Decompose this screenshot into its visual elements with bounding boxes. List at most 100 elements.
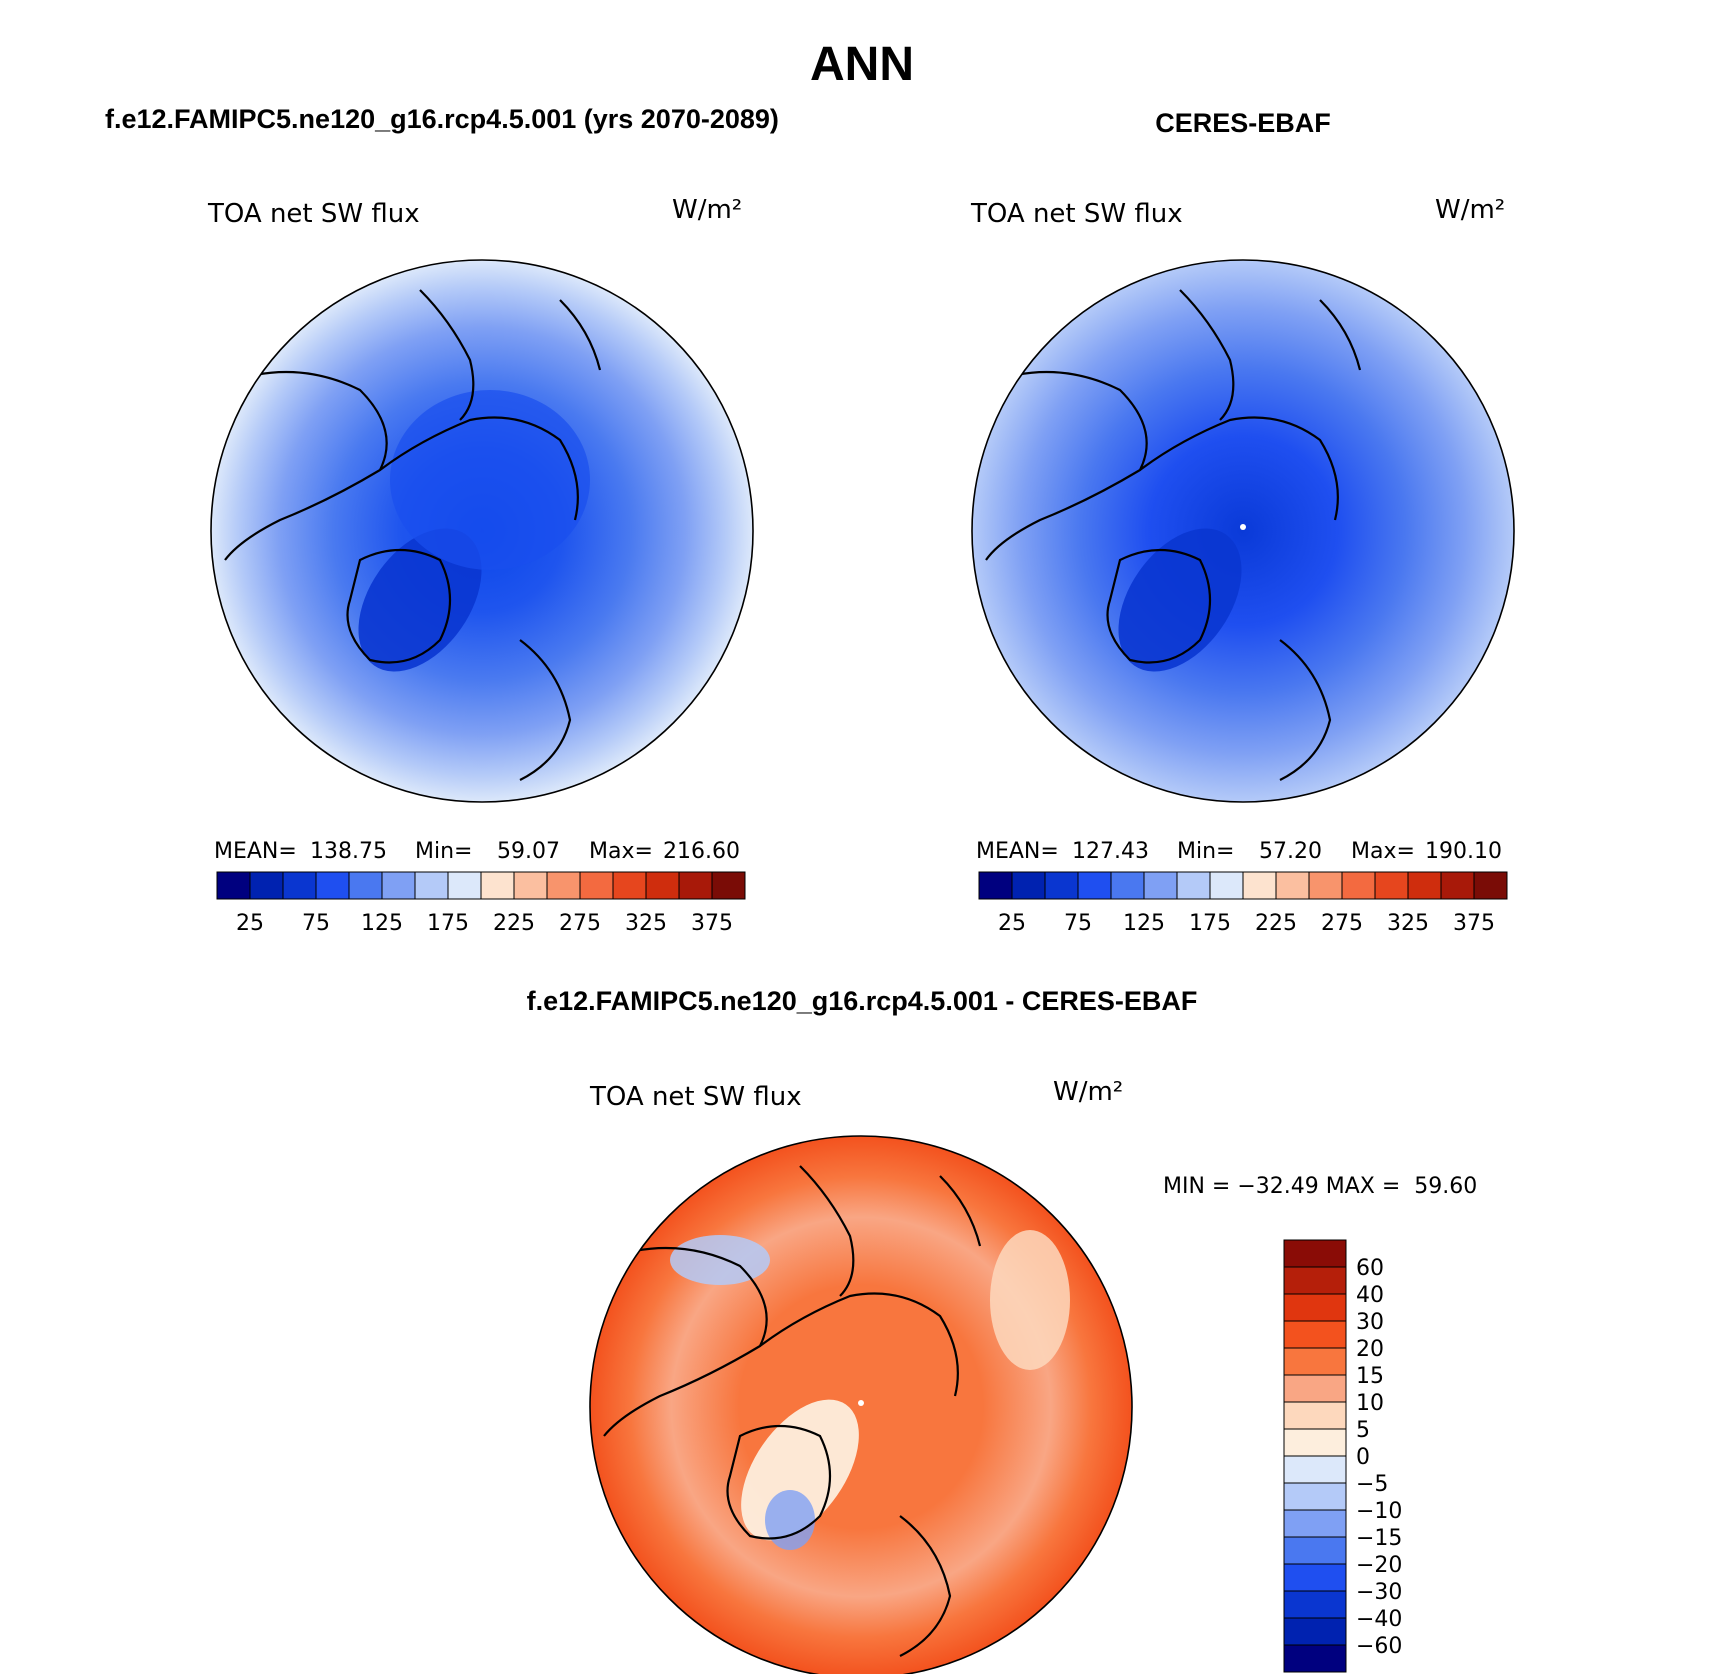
colorbar-swatch (1283, 1509, 1347, 1538)
colorbar-swatch (579, 871, 614, 900)
colorbar-swatch (1283, 1320, 1347, 1349)
panel-diff-title: f.e12.FAMIPC5.ne120_g16.rcp4.5.001 - CER… (527, 986, 1198, 1016)
colorbar-swatch (678, 871, 713, 900)
panel-obs-map-boundary (971, 259, 1515, 803)
colorbar-swatch (711, 871, 746, 900)
figure-title: ANN (810, 38, 914, 91)
colorbar-swatch (1077, 871, 1112, 900)
panel-diff: f.e12.FAMIPC5.ne120_g16.rcp4.5.001 - CER… (527, 986, 1477, 1674)
colorbar-tick-label: 275 (559, 911, 601, 936)
colorbar-tick-label: −40 (1356, 1607, 1402, 1632)
colorbar-swatch (1283, 1482, 1347, 1511)
colorbar-swatch (1283, 1266, 1347, 1295)
colorbar-tick-label: 25 (236, 911, 264, 936)
colorbar-tick-label: −15 (1356, 1526, 1402, 1551)
colorbar-swatch (315, 871, 350, 900)
colorbar-swatch (1283, 1590, 1347, 1619)
colorbar-tick-label: 20 (1356, 1337, 1384, 1362)
panel-model: f.e12.FAMIPC5.ne120_g16.rcp4.5.001 (yrs … (105, 104, 779, 936)
panel-model-max-label: Max= (589, 839, 653, 864)
colorbar-swatch (1275, 871, 1310, 900)
greenland-region (358, 528, 482, 672)
greenland-region (1118, 528, 1242, 672)
colorbar-swatch (1341, 871, 1376, 900)
colorbar-tick-label: 225 (1255, 911, 1297, 936)
colorbar-swatch (1209, 871, 1244, 900)
panel-diff-stats: MIN = −32.49 MAX = 59.60 (1163, 1174, 1477, 1199)
colorbar-swatch (1283, 1563, 1347, 1592)
panel-diff-map-boundary (589, 1135, 1133, 1674)
colorbar-swatch (480, 871, 515, 900)
colorbar-swatch (645, 871, 680, 900)
colorbar-swatch (1283, 1374, 1347, 1403)
panel-diff-map (590, 1136, 1132, 1674)
colorbar-swatch (1283, 1644, 1347, 1673)
pole-marker (1240, 524, 1246, 530)
panel-obs-title: CERES-EBAF (1155, 108, 1331, 138)
colorbar-tick-label: 75 (1064, 911, 1092, 936)
colorbar-swatch (1110, 871, 1145, 900)
colorbar-swatch (978, 871, 1013, 900)
colorbar-swatch (1440, 871, 1475, 900)
panel-diff-variable: TOA net SW flux (589, 1082, 802, 1112)
colorbar-tick-label: 325 (625, 911, 667, 936)
colorbar-swatch (249, 871, 284, 900)
colorbar-tick-label: 125 (361, 911, 403, 936)
colorbar-swatch (1283, 1617, 1347, 1646)
colorbar-swatch (216, 871, 251, 900)
colorbar-tick-label: 125 (1123, 911, 1165, 936)
colorbar-tick-label: 40 (1356, 1283, 1384, 1308)
colorbar-swatch (1242, 871, 1277, 900)
colorbar-swatch (414, 871, 449, 900)
colorbar-swatch (546, 871, 581, 900)
colorbar-swatch (1283, 1347, 1347, 1376)
panel-model-colorbar: 25 75 125 175 225 275 325 375 (216, 871, 746, 936)
colorbar-tick-label: 10 (1356, 1391, 1384, 1416)
colorbar-tick-label: 30 (1356, 1310, 1384, 1335)
colorbar-tick-label: 75 (302, 911, 330, 936)
panel-model-mean-value: 138.75 (310, 839, 387, 864)
panel-model-max-value: 216.60 (663, 839, 740, 864)
colorbar-tick-label: −60 (1356, 1634, 1402, 1659)
panel-obs-mean-value: 127.43 (1072, 839, 1149, 864)
colorbar-swatch (1473, 871, 1508, 900)
panel-model-variable: TOA net SW flux (207, 199, 420, 229)
colorbar-tick-label: −20 (1356, 1553, 1402, 1578)
colorbar-swatch (1044, 871, 1079, 900)
panel-model-min-value: 59.07 (497, 839, 560, 864)
panel-obs-min-value: 57.20 (1259, 839, 1322, 864)
colorbar-swatch (1283, 1239, 1347, 1268)
colorbar-swatch (381, 871, 416, 900)
colorbar-swatch (1143, 871, 1178, 900)
panel-model-mean-label: MEAN= (214, 839, 297, 864)
panel-model-map (211, 260, 753, 802)
colorbar-swatch (1283, 1536, 1347, 1565)
panel-obs-max-label: Max= (1351, 839, 1415, 864)
colorbar-swatch (1176, 871, 1211, 900)
colorbar-swatch (1283, 1428, 1347, 1457)
panel-obs-units: W/m² (1435, 195, 1505, 225)
colorbar-tick-label: 225 (493, 911, 535, 936)
panel-obs-max-value: 190.10 (1425, 839, 1502, 864)
panel-model-min-label: Min= (415, 839, 472, 864)
colorbar-swatch (1011, 871, 1046, 900)
panel-model-map-boundary (210, 259, 754, 803)
colorbar-swatch (1283, 1401, 1347, 1430)
panel-model-units: W/m² (672, 195, 742, 225)
panel-obs: CERES-EBAF TOA net SW flux W/m² MEAN= 12… (970, 108, 1515, 936)
colorbar-tick-label: −30 (1356, 1580, 1402, 1605)
colorbar-swatch (447, 871, 482, 900)
colorbar-tick-label: 60 (1356, 1256, 1384, 1281)
panel-obs-mean-label: MEAN= (976, 839, 1059, 864)
colorbar-swatch (282, 871, 317, 900)
panel-model-title: f.e12.FAMIPC5.ne120_g16.rcp4.5.001 (yrs … (105, 104, 779, 134)
colorbar-tick-label: 0 (1356, 1445, 1370, 1470)
panel-obs-variable: TOA net SW flux (970, 199, 1183, 229)
colorbar-tick-label: 375 (1453, 911, 1495, 936)
colorbar-tick-label: 175 (427, 911, 469, 936)
pole-marker (858, 1400, 864, 1406)
colorbar-tick-label: −10 (1356, 1499, 1402, 1524)
colorbar-swatch (513, 871, 548, 900)
